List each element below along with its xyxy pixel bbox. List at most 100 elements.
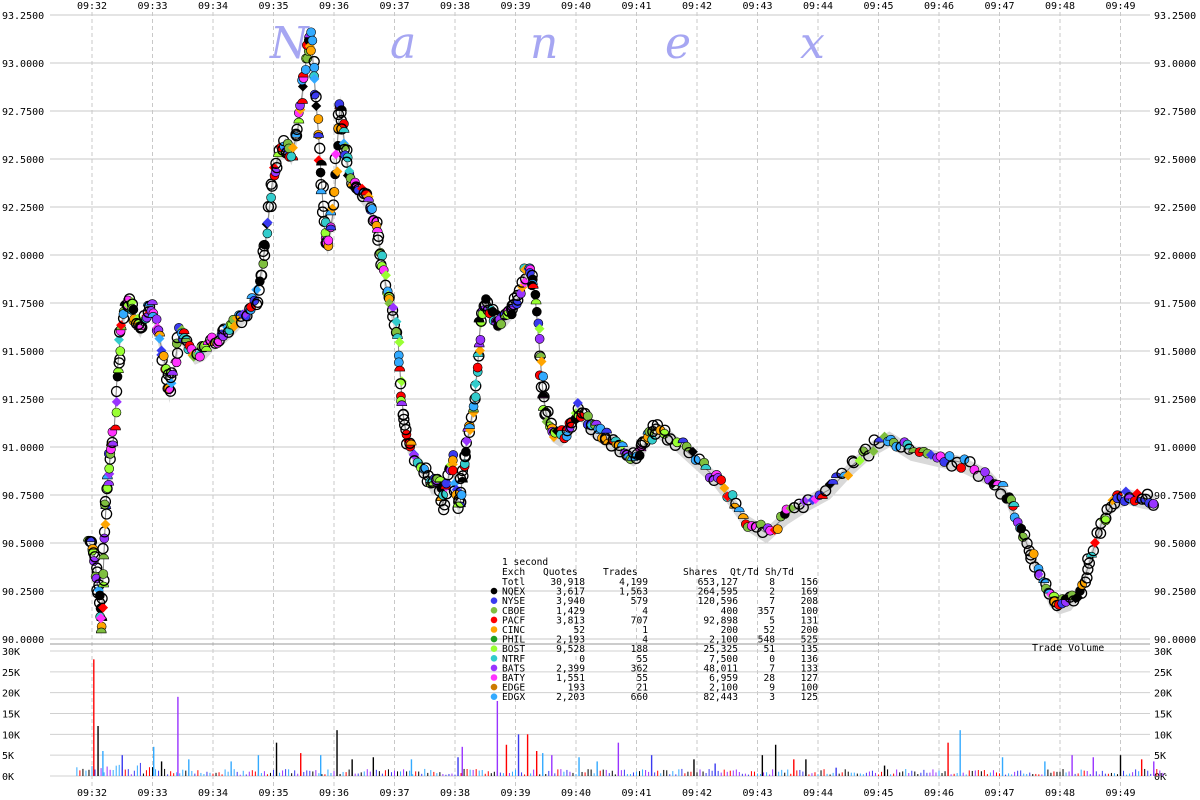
trade-marker bbox=[944, 451, 955, 461]
trade-marker bbox=[1089, 537, 1100, 548]
price-tick-right: 90.5000 bbox=[1154, 539, 1196, 550]
trade-marker bbox=[195, 351, 205, 362]
stats-cell: 100 bbox=[801, 606, 819, 617]
stats-cell: 9,528 bbox=[556, 644, 585, 655]
stats-cell: 100 bbox=[801, 683, 819, 694]
trade-marker bbox=[565, 421, 578, 433]
stats-cell: NTRF bbox=[502, 654, 525, 665]
volume-bars bbox=[76, 659, 1167, 776]
trade-marker bbox=[103, 480, 115, 486]
grid-lines bbox=[50, 12, 1150, 790]
stats-cell: 28 bbox=[763, 673, 775, 684]
trade-marker bbox=[262, 217, 273, 228]
time-tick-top: 09:34 bbox=[198, 1, 228, 12]
price-tick-left: 93.0000 bbox=[2, 59, 44, 70]
price-tick-right: 90.7500 bbox=[1154, 491, 1196, 502]
stats-cell: 193 bbox=[568, 683, 586, 694]
volume-tick-right: 25K bbox=[1154, 668, 1172, 679]
stats-column-header: Sh/Td bbox=[765, 567, 794, 578]
time-tick-top: 09:45 bbox=[863, 1, 893, 12]
trade-marker bbox=[315, 188, 327, 195]
trade-marker bbox=[1148, 498, 1159, 509]
price-tick-left: 92.7500 bbox=[2, 107, 44, 118]
trade-marker bbox=[572, 397, 583, 408]
price-tick-right: 93.2500 bbox=[1154, 11, 1196, 22]
time-tick-bottom: 09:40 bbox=[561, 788, 591, 799]
stats-cell: EDGX bbox=[502, 692, 525, 703]
stats-cell: Totl bbox=[502, 577, 525, 588]
trade-marker bbox=[700, 464, 712, 470]
trade-marker bbox=[116, 320, 127, 331]
time-tick-top: 09:46 bbox=[924, 1, 954, 12]
trade-marker bbox=[1077, 580, 1087, 590]
trade-marker bbox=[773, 524, 783, 534]
trade-marker bbox=[980, 467, 990, 477]
stats-cell: 127 bbox=[801, 673, 819, 684]
time-tick-bottom: 09:42 bbox=[682, 788, 712, 799]
trade-marker bbox=[314, 142, 326, 154]
stats-row-swatch bbox=[490, 645, 498, 652]
trade-marker bbox=[817, 493, 828, 499]
stats-cell: 52 bbox=[763, 625, 775, 636]
volume-tick-left: 20K bbox=[2, 689, 20, 700]
stats-cell: 55 bbox=[636, 673, 648, 684]
trade-marker bbox=[448, 465, 458, 476]
trade-marker bbox=[99, 495, 112, 508]
time-tick-top: 09:32 bbox=[77, 1, 107, 12]
trade-marker bbox=[107, 440, 119, 447]
stats-row-swatch bbox=[490, 655, 498, 662]
trade-marker bbox=[964, 456, 976, 468]
trade-marker bbox=[457, 470, 469, 482]
stats-interval: 1 second bbox=[502, 557, 548, 568]
trade-marker bbox=[388, 302, 399, 313]
trade-marker bbox=[327, 199, 340, 211]
time-tick-bottom: 09:48 bbox=[1045, 788, 1075, 799]
time-tick-bottom: 09:44 bbox=[803, 788, 833, 799]
trade-marker bbox=[372, 234, 384, 246]
trade-marker bbox=[313, 114, 324, 124]
volume-tick-right: 30K bbox=[1154, 647, 1172, 658]
stats-cell: 660 bbox=[631, 692, 649, 703]
trade-marker bbox=[300, 64, 311, 75]
volume-tick-right: 15K bbox=[1154, 710, 1172, 721]
time-tick-bottom: 09:45 bbox=[863, 788, 893, 799]
stats-column-header: Trades bbox=[603, 567, 638, 578]
trade-marker bbox=[154, 333, 165, 344]
stats-cell: 30,918 bbox=[550, 577, 585, 588]
trade-marker bbox=[313, 132, 324, 138]
stats-cell: 2,203 bbox=[556, 692, 585, 703]
trade-marker bbox=[538, 391, 550, 403]
trade-marker bbox=[843, 470, 854, 481]
trade-marker bbox=[306, 45, 316, 56]
time-tick-top: 09:38 bbox=[440, 1, 470, 12]
trade-marker bbox=[151, 314, 162, 325]
time-tick-top: 09:39 bbox=[500, 1, 530, 12]
trade-marker bbox=[475, 335, 486, 345]
quote-spread-band bbox=[89, 28, 1157, 640]
stats-cell: 200 bbox=[721, 625, 739, 636]
trade-marker bbox=[110, 424, 121, 431]
stats-column-header: Quotes bbox=[543, 567, 578, 578]
trade-marker bbox=[634, 450, 645, 461]
trade-marker bbox=[104, 463, 115, 474]
volume-tick-left: 30K bbox=[2, 647, 20, 658]
trade-marker bbox=[377, 250, 387, 261]
trade-marker bbox=[737, 513, 749, 519]
trade-marker bbox=[262, 228, 273, 239]
trade-marker bbox=[470, 392, 481, 402]
stats-cell: 135 bbox=[801, 644, 818, 655]
stats-cell: 0 bbox=[579, 654, 585, 665]
trade-marker bbox=[271, 161, 283, 174]
trade-marker bbox=[542, 405, 554, 418]
stats-row-swatch bbox=[490, 674, 498, 681]
price-tick-left: 93.2500 bbox=[2, 11, 44, 22]
watermark-letter: a bbox=[390, 18, 416, 69]
trade-marker bbox=[111, 396, 122, 407]
quote-band bbox=[88, 28, 1157, 640]
trade-marker bbox=[1091, 527, 1103, 539]
time-tick-bottom: 09:35 bbox=[258, 788, 288, 799]
trade-marker bbox=[287, 142, 298, 153]
time-tick-top: 09:42 bbox=[682, 1, 712, 12]
volume-tick-left: 25K bbox=[2, 668, 20, 679]
trade-marker bbox=[327, 203, 338, 214]
